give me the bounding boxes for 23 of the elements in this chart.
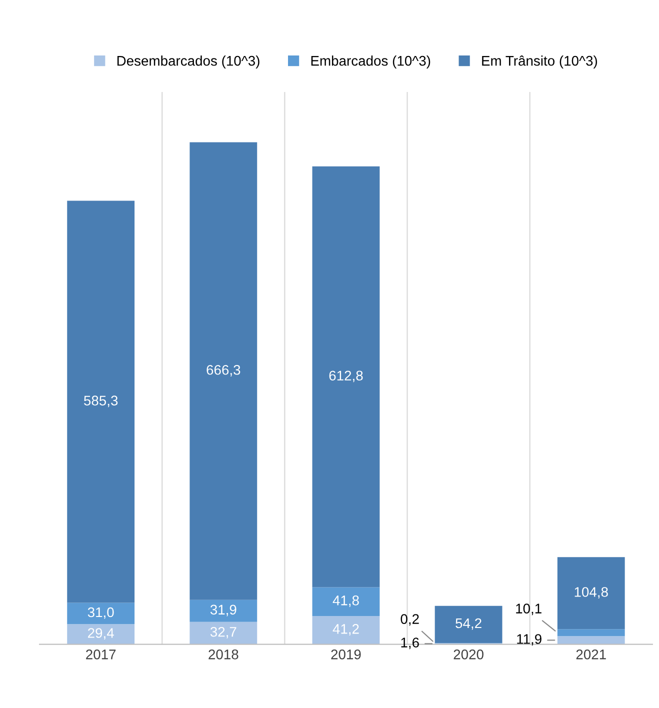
data-label: 666,3 <box>206 364 240 376</box>
data-label: 1,6 <box>401 638 419 650</box>
data-label: 41,8 <box>332 596 359 607</box>
x-tick-label: 2018 <box>208 650 238 660</box>
data-label: 31,0 <box>88 607 114 619</box>
data-label: 41,2 <box>332 624 359 636</box>
data-label: 585,3 <box>84 396 118 408</box>
data-label: 54,2 <box>456 618 482 630</box>
x-tick-label: 2021 <box>576 650 606 660</box>
data-label: 10,1 <box>516 604 542 616</box>
legend-label: Desembarcados (10^3) <box>117 56 260 68</box>
data-label: 32,7 <box>210 626 236 638</box>
data-label: 0,2 <box>400 614 419 626</box>
legend-label: Em Trânsito (10^3) <box>482 56 598 68</box>
legend-label: Embarcados (10^3) <box>311 56 430 68</box>
x-tick-label: 2017 <box>86 650 116 660</box>
x-tick-label: 2019 <box>331 650 361 660</box>
data-label: 104,8 <box>574 587 608 599</box>
data-label: 11,9 <box>517 634 542 646</box>
data-label: 29,4 <box>88 628 114 640</box>
data-label: 31,9 <box>210 604 236 616</box>
x-tick-label: 2020 <box>454 650 484 660</box>
data-label: 612,8 <box>329 370 363 382</box>
